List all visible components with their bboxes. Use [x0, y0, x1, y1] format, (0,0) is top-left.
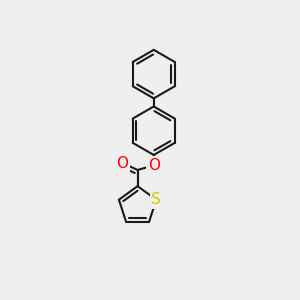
Text: S: S — [152, 192, 161, 207]
Text: O: O — [117, 155, 129, 170]
Text: O: O — [148, 158, 160, 173]
